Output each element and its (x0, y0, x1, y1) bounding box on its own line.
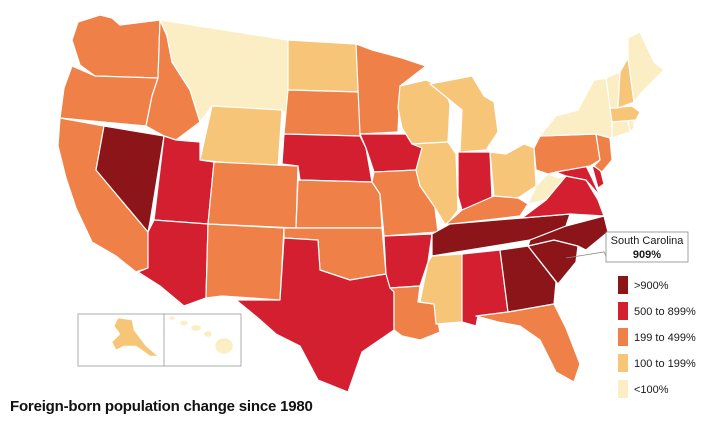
legend-swatch-500to899 (618, 302, 628, 320)
state-texas[interactable] (235, 237, 395, 393)
state-alaska[interactable] (111, 317, 159, 357)
state-north-dakota[interactable] (287, 39, 361, 93)
state-massachusetts[interactable] (609, 105, 641, 123)
map-title: Foreign-born population change since 198… (10, 398, 313, 415)
legend-label-lt100: <100% (634, 384, 669, 396)
legend-swatch-100to199 (618, 354, 628, 372)
legend-label-199to499: 199 to 499% (634, 332, 696, 344)
state-wyoming[interactable] (199, 105, 283, 169)
legend: >900% 500 to 899% 199 to 499% 100 to 199… (618, 276, 696, 398)
state-connecticut[interactable] (611, 119, 631, 139)
legend-swatch-gt900 (618, 276, 628, 294)
state-florida[interactable] (475, 303, 581, 383)
state-illinois[interactable] (411, 141, 459, 227)
states-layer (57, 14, 665, 393)
state-tennessee[interactable] (431, 213, 571, 257)
state-south-dakota[interactable] (283, 89, 361, 137)
inset-panel (77, 313, 242, 367)
state-new-york[interactable] (539, 77, 613, 139)
legend-label-gt900: >900% (634, 280, 669, 292)
state-west-virginia[interactable] (527, 173, 567, 205)
inset-frame (77, 313, 242, 367)
callout-state-name: South Carolina (611, 235, 685, 247)
state-louisiana[interactable] (389, 285, 441, 341)
state-michigan[interactable] (429, 75, 499, 153)
state-ohio[interactable] (489, 143, 537, 199)
callout-box (605, 231, 689, 263)
legend-swatch-lt100 (618, 380, 628, 398)
legend-label-100to199: 100 to 199% (634, 358, 696, 370)
state-hawaii[interactable] (168, 315, 234, 355)
legend-swatch-199to499 (618, 328, 628, 346)
state-colorado[interactable] (207, 161, 299, 229)
state-pennsylvania[interactable] (533, 133, 601, 175)
state-washington[interactable] (71, 14, 161, 79)
state-north-carolina[interactable] (527, 215, 609, 251)
callout-value: 909% (633, 249, 661, 261)
state-arizona[interactable] (137, 219, 209, 307)
state-kansas[interactable] (295, 179, 383, 229)
callout-south-carolina: South Carolina 909% (565, 231, 689, 263)
state-new-mexico[interactable] (205, 223, 285, 301)
state-maine[interactable] (627, 31, 665, 103)
legend-label-500to899: 500 to 899% (634, 306, 696, 318)
state-nevada[interactable] (95, 125, 165, 233)
